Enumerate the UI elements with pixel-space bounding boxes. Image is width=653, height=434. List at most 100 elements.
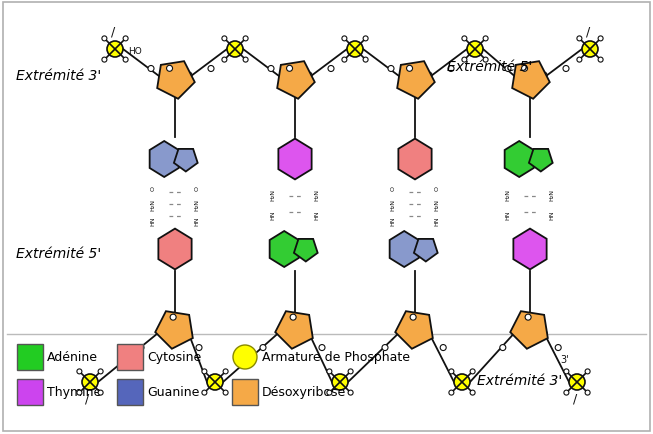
Text: 3': 3' [561,354,569,364]
Text: O: O [434,186,439,191]
Text: Adénine: Adénine [47,351,98,364]
Text: Extrémité 3': Extrémité 3' [477,373,562,387]
Text: Extrémité 3': Extrémité 3' [16,69,102,83]
Polygon shape [414,240,438,262]
Circle shape [470,369,475,374]
Circle shape [222,37,227,42]
Text: Désoxyribose: Désoxyribose [262,386,346,398]
Circle shape [598,37,603,42]
Circle shape [170,314,176,320]
FancyBboxPatch shape [232,379,258,405]
Polygon shape [277,62,315,99]
Circle shape [306,330,312,336]
Text: /: / [111,26,115,39]
Circle shape [348,369,353,374]
Circle shape [98,369,103,374]
Polygon shape [512,62,550,99]
Circle shape [407,66,413,72]
FancyBboxPatch shape [3,3,650,431]
Polygon shape [155,312,193,349]
Circle shape [327,390,332,395]
Circle shape [123,37,128,42]
Circle shape [328,66,334,72]
Polygon shape [510,312,548,349]
Circle shape [196,345,202,351]
Polygon shape [513,229,547,270]
Circle shape [138,345,144,351]
Text: Thymine: Thymine [47,386,101,398]
Circle shape [167,66,172,72]
Circle shape [98,390,103,395]
Polygon shape [159,229,191,270]
Text: /: / [85,391,89,404]
Polygon shape [174,150,198,172]
Circle shape [243,37,248,42]
Circle shape [555,345,561,351]
Text: HN: HN [434,216,439,225]
Circle shape [500,345,506,351]
Circle shape [347,42,363,58]
Circle shape [290,314,296,320]
Polygon shape [505,141,534,178]
Text: O: O [150,186,155,191]
Circle shape [287,66,293,72]
Circle shape [564,390,569,395]
Circle shape [585,390,590,395]
Circle shape [505,66,511,72]
Text: HN: HN [550,210,554,219]
Text: HO: HO [128,47,142,56]
Circle shape [454,374,470,390]
Text: H₂N: H₂N [270,188,276,201]
Circle shape [223,369,228,374]
Circle shape [598,58,603,63]
Text: /: / [586,26,590,39]
Circle shape [107,42,123,58]
Text: H₂N: H₂N [315,188,319,201]
Text: HN: HN [315,210,319,219]
Text: H₂N: H₂N [150,198,155,210]
Circle shape [577,58,582,63]
Circle shape [77,390,82,395]
Circle shape [223,390,228,395]
Text: HN: HN [505,210,511,219]
FancyBboxPatch shape [17,379,43,405]
Circle shape [306,73,312,79]
Circle shape [449,390,454,395]
Text: Armature de Phosphate: Armature de Phosphate [262,351,410,364]
Circle shape [564,369,569,374]
Text: HN: HN [150,216,155,225]
Polygon shape [398,139,432,180]
Text: H₂N: H₂N [195,198,200,210]
Circle shape [268,66,274,72]
Text: HN: HN [195,216,200,225]
Circle shape [470,390,475,395]
Polygon shape [150,141,179,178]
Circle shape [440,345,446,351]
Circle shape [186,330,192,336]
Circle shape [319,345,325,351]
Circle shape [243,58,248,63]
Text: Cytosine: Cytosine [147,351,201,364]
Circle shape [363,58,368,63]
Text: Extrémité 5': Extrémité 5' [16,247,102,261]
Text: O: O [195,186,200,191]
Circle shape [363,37,368,42]
Text: HN: HN [390,216,396,225]
Text: O: O [390,186,396,191]
Circle shape [227,42,243,58]
Circle shape [82,374,98,390]
Circle shape [483,37,488,42]
Circle shape [410,314,416,320]
Circle shape [342,37,347,42]
Text: Guanine: Guanine [147,386,199,398]
Polygon shape [276,312,313,349]
Circle shape [483,58,488,63]
Polygon shape [397,62,435,99]
Text: H₂N: H₂N [550,188,554,201]
Circle shape [563,66,569,72]
Circle shape [102,37,107,42]
Circle shape [426,330,432,336]
Circle shape [233,345,257,369]
Text: H₂N: H₂N [505,188,511,201]
Circle shape [462,37,467,42]
